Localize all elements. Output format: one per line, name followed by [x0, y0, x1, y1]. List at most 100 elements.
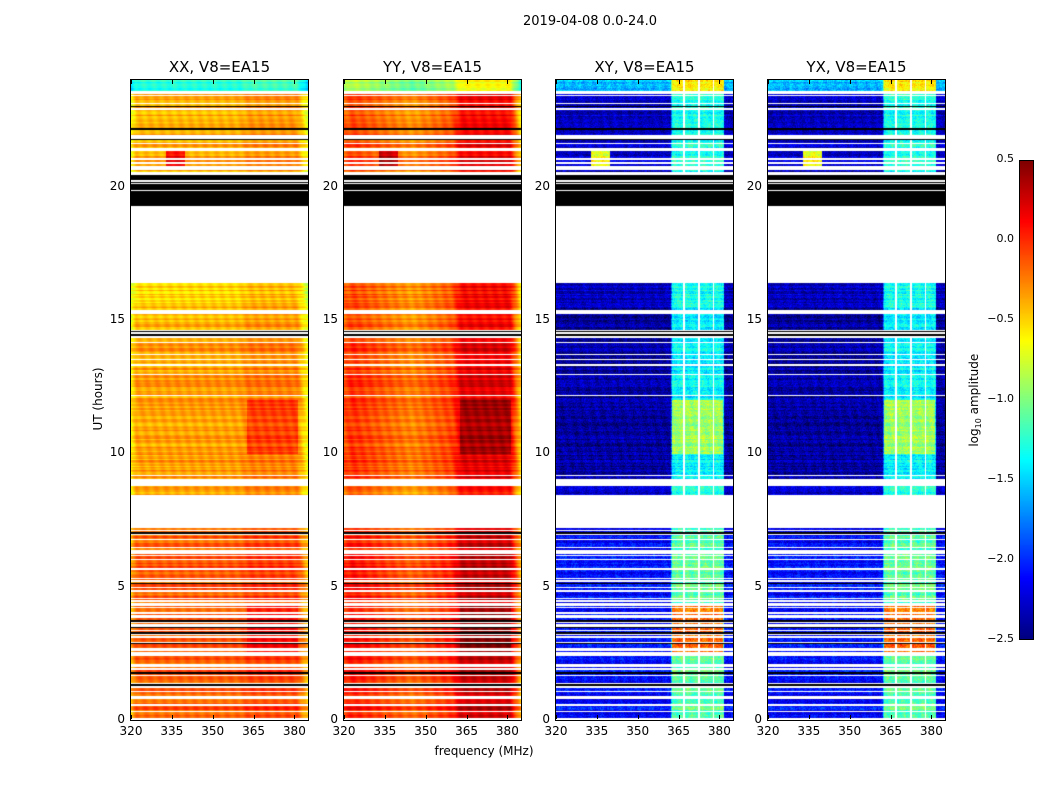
- figure-title: 2019-04-08 0.0-24.0: [0, 14, 1050, 29]
- x-tick-label: 380: [279, 724, 309, 738]
- y-tick-label: 20: [730, 179, 762, 193]
- x-tick: [719, 715, 720, 719]
- x-tick-label: 365: [452, 724, 482, 738]
- heatmap-image: [344, 80, 521, 720]
- y-tick-label: 20: [306, 179, 338, 193]
- x-tick: [344, 715, 345, 719]
- x-tick-label: 365: [664, 724, 694, 738]
- colorbar: [1019, 160, 1034, 640]
- y-tick-label: 0: [93, 712, 125, 726]
- x-tick-top: [507, 80, 508, 84]
- panel-xy: XY, V8=EA15 320 335 350 365 380 0 5 10 15 20: [556, 80, 733, 720]
- colorbar-tick-label: 0.5: [970, 152, 1014, 165]
- x-tick-top: [294, 80, 295, 84]
- x-tick: [809, 715, 810, 719]
- x-tick-label: 380: [916, 724, 946, 738]
- y-tick-label: 5: [518, 579, 550, 593]
- x-tick: [507, 715, 508, 719]
- y-axis-label: UT (hours): [91, 329, 105, 469]
- x-tick: [679, 715, 680, 719]
- x-tick: [426, 715, 427, 719]
- x-tick-top: [467, 80, 468, 84]
- x-tick: [850, 715, 851, 719]
- x-tick: [768, 715, 769, 719]
- colorbar-tick-label: 0.0: [970, 232, 1014, 245]
- x-tick-top: [597, 80, 598, 84]
- y-tick-label: 15: [518, 312, 550, 326]
- y-tick-label: 15: [306, 312, 338, 326]
- x-tick-label: 350: [623, 724, 653, 738]
- x-tick-top: [131, 80, 132, 84]
- figure: 2019-04-08 0.0-24.0 XX, V8=EA15 320 335 350…: [0, 0, 1050, 800]
- heatmap-image: [556, 80, 733, 720]
- x-tick: [294, 715, 295, 719]
- x-tick-top: [719, 80, 720, 84]
- x-axis-label: frequency (MHz): [344, 744, 624, 758]
- x-tick: [931, 715, 932, 719]
- x-tick-top: [638, 80, 639, 84]
- x-tick-label: 380: [704, 724, 734, 738]
- colorbar-tick-label: −2.0: [970, 552, 1014, 565]
- x-tick-top: [850, 80, 851, 84]
- colorbar-gradient: [1020, 161, 1033, 639]
- y-tick-label: 20: [518, 179, 550, 193]
- x-tick-top: [809, 80, 810, 84]
- x-tick-top: [254, 80, 255, 84]
- x-tick: [467, 715, 468, 719]
- x-tick: [638, 715, 639, 719]
- x-tick-label: 365: [876, 724, 906, 738]
- x-tick-top: [556, 80, 557, 84]
- x-tick: [385, 715, 386, 719]
- x-tick: [172, 715, 173, 719]
- y-tick-label: 15: [730, 312, 762, 326]
- x-tick-label: 350: [411, 724, 441, 738]
- x-tick-top: [679, 80, 680, 84]
- x-tick: [597, 715, 598, 719]
- y-tick-label: 10: [306, 445, 338, 459]
- colorbar-tick-label: −0.5: [970, 312, 1014, 325]
- x-tick-label: 350: [835, 724, 865, 738]
- y-tick-label: 5: [93, 579, 125, 593]
- heatmap-image: [768, 80, 945, 720]
- x-tick-label: 335: [582, 724, 612, 738]
- y-tick-label: 0: [730, 712, 762, 726]
- panel-xx: XX, V8=EA15 320 335 350 365 380 0 5 10 15 20: [131, 80, 308, 720]
- x-tick-label: 320: [541, 724, 571, 738]
- x-tick-label: 335: [794, 724, 824, 738]
- colorbar-label: log10 amplitude: [967, 330, 983, 470]
- panel-yy: YY, V8=EA15 320 335 350 365 380 0 5 10 15 20: [344, 80, 521, 720]
- x-tick-top: [426, 80, 427, 84]
- x-tick-label: 380: [492, 724, 522, 738]
- x-tick-top: [385, 80, 386, 84]
- x-tick: [131, 715, 132, 719]
- x-tick-label: 320: [116, 724, 146, 738]
- panel-yx: YX, V8=EA15 320 335 350 365 380 0 5 10 15 20: [768, 80, 945, 720]
- x-tick-label: 320: [753, 724, 783, 738]
- colorbar-tick-label: −1.5: [970, 472, 1014, 485]
- x-tick: [891, 715, 892, 719]
- x-tick-top: [172, 80, 173, 84]
- x-tick-top: [891, 80, 892, 84]
- x-tick-label: 335: [157, 724, 187, 738]
- x-tick-top: [213, 80, 214, 84]
- x-tick-label: 365: [239, 724, 269, 738]
- heatmap-image: [131, 80, 308, 720]
- y-tick-label: 0: [306, 712, 338, 726]
- x-tick: [213, 715, 214, 719]
- x-tick-label: 335: [370, 724, 400, 738]
- y-tick-label: 5: [306, 579, 338, 593]
- x-tick-label: 350: [198, 724, 228, 738]
- colorbar-tick-label: −2.5: [970, 632, 1014, 645]
- y-tick-label: 15: [93, 312, 125, 326]
- x-tick: [254, 715, 255, 719]
- x-tick-top: [768, 80, 769, 84]
- panel-title: YX, V8=EA15: [728, 58, 985, 76]
- x-tick-top: [344, 80, 345, 84]
- y-tick-label: 5: [730, 579, 762, 593]
- x-tick-top: [931, 80, 932, 84]
- y-tick-label: 20: [93, 179, 125, 193]
- y-tick-label: 10: [518, 445, 550, 459]
- x-tick-label: 320: [329, 724, 359, 738]
- x-tick: [556, 715, 557, 719]
- y-tick-label: 0: [518, 712, 550, 726]
